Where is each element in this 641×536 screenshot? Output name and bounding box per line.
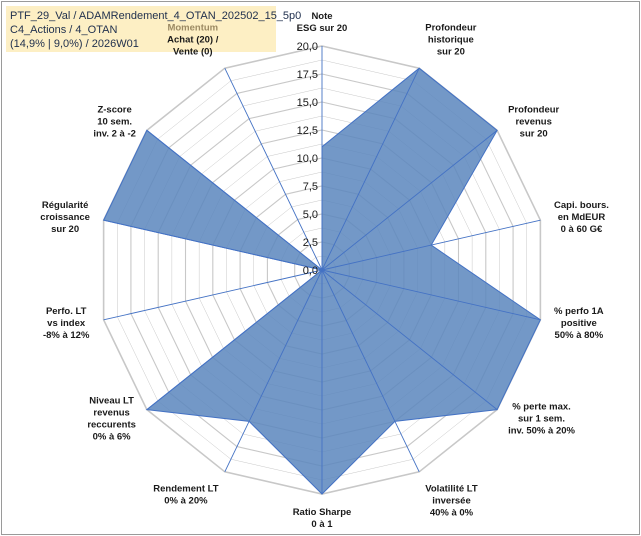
axis-label-line: 10 sem. <box>97 117 132 128</box>
axis-label-line: positive <box>561 318 597 329</box>
axis-label-line: historique <box>428 35 474 46</box>
axis-label-line: Niveau LT <box>89 395 134 406</box>
axis-label: Z-score 10 sem. inv. 2 à -2 <box>93 105 136 140</box>
axis-spoke <box>321 67 420 271</box>
tick-label: 7,5 <box>303 181 318 193</box>
axis-label-line: 0% à 20% <box>164 495 208 506</box>
axis-spoke <box>321 219 541 271</box>
title-line-3: (14,9% | 9,0%) / 2026W01 <box>10 38 139 50</box>
axis-label-line: 0 à 1 <box>311 519 333 530</box>
axis-label-line: Profondeur <box>425 23 476 34</box>
axis-label-line: Note <box>311 11 332 22</box>
axis-label: Volatilité LT inversée 40% à 0% <box>425 483 478 518</box>
title-line-1: PTF_29_Val / ADAMRendement_4_OTAN_202502… <box>10 10 302 22</box>
axis-label-line: % perfo 1A <box>554 306 604 317</box>
axis-label: Momentum Achat (20) / Vente (0) <box>167 23 219 58</box>
axis-label-line: 50% à 80% <box>555 330 604 341</box>
axis-label: Capi. bours. en MdEUR 0 à 60 G€ <box>554 200 609 235</box>
axis-label: Profondeur revenus sur 20 <box>508 105 559 140</box>
axis-label: Note ESG sur 20 <box>297 11 348 34</box>
axis-label-line: 0% à 6% <box>93 431 132 442</box>
axis-label-line: Régularité <box>42 200 88 211</box>
axis-label-line: Volatilité LT <box>425 483 478 494</box>
axis-label-line: 40% à 0% <box>430 507 474 518</box>
axis-spoke <box>103 269 323 321</box>
tick-label: 10,0 <box>297 153 318 165</box>
axis-label: % perfo 1A positive 50% à 80% <box>554 306 604 341</box>
axis-label-line: revenus <box>93 407 129 418</box>
axis-label: % perte max. sur 1 sem. inv. 50% à 20% <box>508 401 575 436</box>
axis-spoke <box>224 67 323 271</box>
axis-label-line: inv. 50% à 20% <box>508 425 575 436</box>
tick-label: 12,5 <box>297 125 318 137</box>
axis-label: Perfo. LT vs index -8% à 12% <box>43 306 90 341</box>
axis-label-line: sur 20 <box>51 224 79 235</box>
axis-label: Régularité croissance sur 20 <box>40 200 90 235</box>
axis-label-line: Rendement LT <box>153 483 218 494</box>
axis-label: Profondeur historique sur 20 <box>425 23 476 58</box>
axis-spoke <box>224 269 323 473</box>
axis-label-line: inversée <box>432 495 471 506</box>
axis-label: Niveau LT revenus reccurents 0% à 6% <box>87 395 136 442</box>
axis-label-line: croissance <box>40 212 90 223</box>
title-line-2: C4_Actions / 4_OTAN <box>10 24 118 36</box>
axis-label: Rendement LT 0% à 20% <box>153 483 218 506</box>
axis-label-line: reccurents <box>87 419 136 430</box>
axis-label-line: en MdEUR <box>558 212 606 223</box>
axis-label-line: -8% à 12% <box>43 330 90 341</box>
axis-label-line: sur 20 <box>437 47 465 58</box>
axis-label-line: ESG sur 20 <box>297 23 348 34</box>
chart-title-box: PTF_29_Val / ADAMRendement_4_OTAN_202502… <box>6 6 302 52</box>
tick-label: 2,5 <box>303 237 318 249</box>
axis-label-line: 0 à 60 G€ <box>561 224 603 235</box>
axis-label: Ratio Sharpe 0 à 1 <box>293 507 352 530</box>
axis-label-line: inv. 2 à -2 <box>93 129 136 140</box>
axis-spoke <box>321 269 541 321</box>
axis-label-line: Vente (0) <box>173 47 213 58</box>
tick-label: 5,0 <box>303 209 318 221</box>
axis-label-line: Profondeur <box>508 105 559 116</box>
axis-label-line: vs index <box>47 318 86 329</box>
axis-label-line: Ratio Sharpe <box>293 507 352 518</box>
axis-label-line: Capi. bours. <box>554 200 609 211</box>
axis-label-line: Perfo. LT <box>46 306 87 317</box>
axis-spoke <box>321 129 498 271</box>
axis-label-line: Momentum <box>167 23 218 34</box>
axis-spoke <box>146 269 323 411</box>
axis-spoke <box>146 129 323 271</box>
axis-label-line: Achat (20) / <box>167 35 219 46</box>
axis-spoke <box>321 269 498 411</box>
axis-spoke <box>103 219 323 271</box>
axis-spoke <box>321 269 420 473</box>
tick-label: 17,5 <box>297 69 318 81</box>
tick-label: 0,0 <box>303 265 318 277</box>
tick-label: 15,0 <box>297 97 318 109</box>
axis-label-line: sur 20 <box>520 129 548 140</box>
axis-label-line: revenus <box>515 117 551 128</box>
tick-label: 20,0 <box>297 41 318 53</box>
axis-label-line: Z-score <box>97 105 131 116</box>
axis-label-line: % perte max. <box>512 401 571 412</box>
axis-label-line: sur 1 sem. <box>518 413 565 424</box>
